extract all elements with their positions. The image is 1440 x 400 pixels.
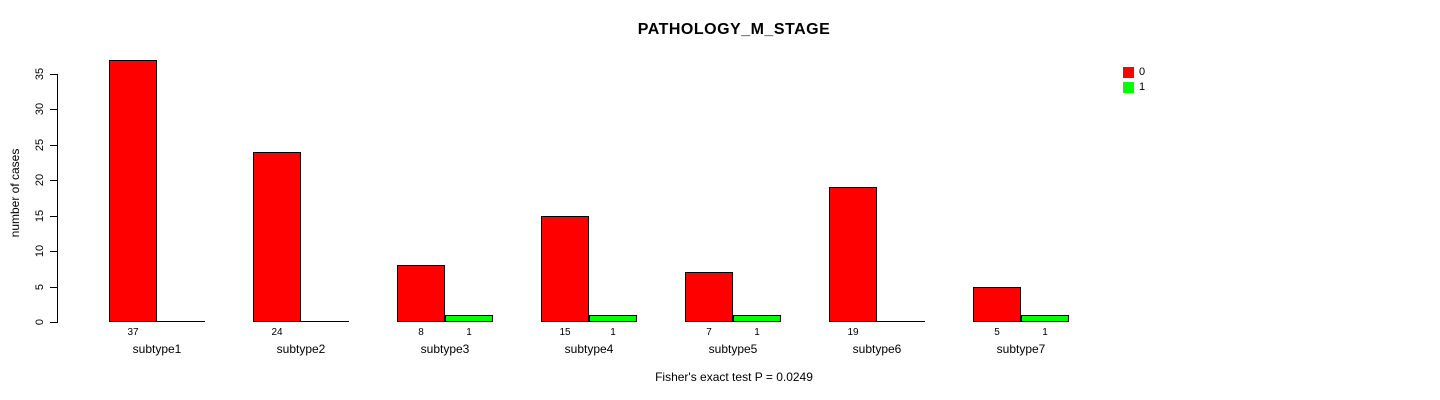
bar-green-subtype4	[589, 315, 637, 322]
bar-green-subtype7	[1021, 315, 1069, 322]
x-category-label: subtype6	[852, 342, 902, 356]
caption: Fisher's exact test P = 0.0249	[655, 370, 813, 384]
bar-value-label: 7	[706, 327, 712, 338]
bar-value-label: 1	[1042, 327, 1048, 338]
bar-green-subtype3	[445, 315, 493, 322]
y-tick-label: 5	[34, 283, 46, 291]
bar-red-subtype4	[541, 216, 589, 322]
bar-red-subtype5	[685, 272, 733, 322]
y-tick	[50, 251, 57, 252]
y-axis-label: number of cases	[8, 148, 22, 238]
x-category-label: subtype5	[708, 342, 758, 356]
legend-label-1: 1	[1139, 81, 1146, 93]
y-tick	[50, 287, 57, 288]
y-tick-label: 15	[34, 209, 46, 223]
bar-red-subtype2	[253, 152, 301, 322]
chart-title: PATHOLOGY_M_STAGE	[637, 21, 831, 38]
x-category-label: subtype7	[996, 342, 1046, 356]
bar-value-label: 19	[847, 327, 859, 338]
x-category-label: subtype4	[564, 342, 614, 356]
y-tick-label: 10	[34, 244, 46, 258]
y-tick-label: 35	[34, 67, 46, 81]
legend-label-0: 0	[1139, 66, 1146, 78]
x-category-label: subtype1	[132, 342, 182, 356]
y-tick-label: 30	[34, 102, 46, 116]
x-category-label: subtype3	[420, 342, 470, 356]
legend-item-1: 1	[1123, 81, 1145, 94]
bar-value-label: 37	[127, 327, 139, 338]
bar-zero-subtype1	[157, 321, 205, 322]
y-tick-label: 20	[34, 173, 46, 187]
bar-value-label: 8	[418, 327, 424, 338]
legend-item-0: 0	[1123, 66, 1145, 79]
y-tick	[50, 216, 57, 217]
legend: 0 1	[1123, 66, 1145, 94]
bar-red-subtype7	[973, 287, 1021, 322]
y-tick-label: 0	[34, 318, 46, 326]
bar-zero-subtype6	[877, 321, 925, 322]
y-tick	[50, 74, 57, 75]
y-axis-line	[57, 74, 58, 323]
bar-value-label: 15	[559, 327, 571, 338]
bar-red-subtype1	[109, 60, 157, 322]
y-tick	[50, 145, 57, 146]
bar-green-subtype5	[733, 315, 781, 322]
legend-swatch-green	[1123, 82, 1134, 93]
y-tick-label: 25	[34, 138, 46, 152]
bar-value-label: 1	[610, 327, 616, 338]
bar-red-subtype3	[397, 265, 445, 322]
bar-value-label: 24	[271, 327, 283, 338]
bar-value-label: 5	[994, 327, 1000, 338]
y-tick	[50, 180, 57, 181]
bar-value-label: 1	[754, 327, 760, 338]
bar-value-label: 1	[466, 327, 472, 338]
legend-swatch-red	[1123, 67, 1134, 78]
bar-red-subtype6	[829, 187, 877, 322]
y-tick	[50, 322, 57, 323]
bar-zero-subtype2	[301, 321, 349, 322]
y-tick	[50, 109, 57, 110]
x-category-label: subtype2	[276, 342, 326, 356]
